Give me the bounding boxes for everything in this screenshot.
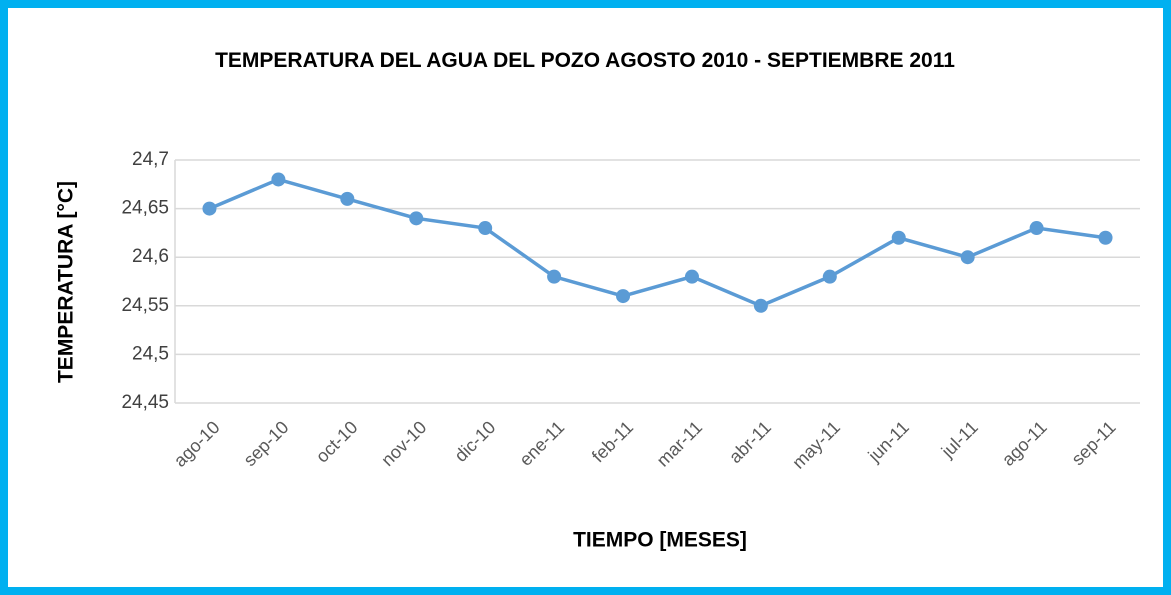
x-tick-label: jun-11 (864, 417, 913, 466)
x-tick-label: ago-11 (998, 417, 1051, 470)
marker (616, 289, 631, 304)
x-tick-label: ago-10 (170, 417, 224, 471)
x-tick-label: nov-10 (377, 417, 430, 470)
y-tick-label: 24,6 (132, 246, 169, 267)
marker (1098, 230, 1113, 245)
marker (960, 250, 975, 265)
y-axis-label: TEMPERATURA [°C] (55, 181, 78, 383)
x-tick-label: feb-11 (588, 417, 637, 466)
x-tick-label: mar-11 (653, 417, 707, 471)
marker (478, 221, 493, 236)
marker (684, 269, 699, 284)
marker (271, 172, 286, 187)
marker (340, 191, 355, 206)
x-tick-label: ene-11 (515, 417, 568, 470)
x-tick-label: jul-11 (937, 417, 982, 462)
x-tick-label: sep-11 (1068, 417, 1120, 469)
y-tick-label: 24,55 (121, 295, 169, 316)
x-axis-label: TIEMPO [MESES] (573, 529, 747, 552)
marker (891, 230, 906, 245)
marker (753, 298, 768, 313)
x-tick-label: dic-10 (451, 417, 500, 466)
chart-title: TEMPERATURA DEL AGUA DEL POZO AGOSTO 201… (215, 49, 955, 72)
x-tick-label: may-11 (788, 417, 844, 473)
x-tick-label: oct-10 (312, 417, 362, 467)
marker (1029, 221, 1044, 236)
x-tick-label: abr-11 (725, 417, 775, 467)
x-tick-label: sep-10 (240, 417, 293, 470)
y-tick-label: 24,65 (121, 198, 169, 219)
y-tick-label: 24,45 (121, 392, 169, 413)
marker (547, 269, 562, 284)
y-tick-label: 24,5 (132, 343, 169, 364)
line (208, 177, 1106, 308)
marker (409, 211, 424, 226)
marker (822, 269, 837, 284)
marker (202, 201, 217, 216)
y-tick-label: 24,7 (132, 149, 169, 170)
